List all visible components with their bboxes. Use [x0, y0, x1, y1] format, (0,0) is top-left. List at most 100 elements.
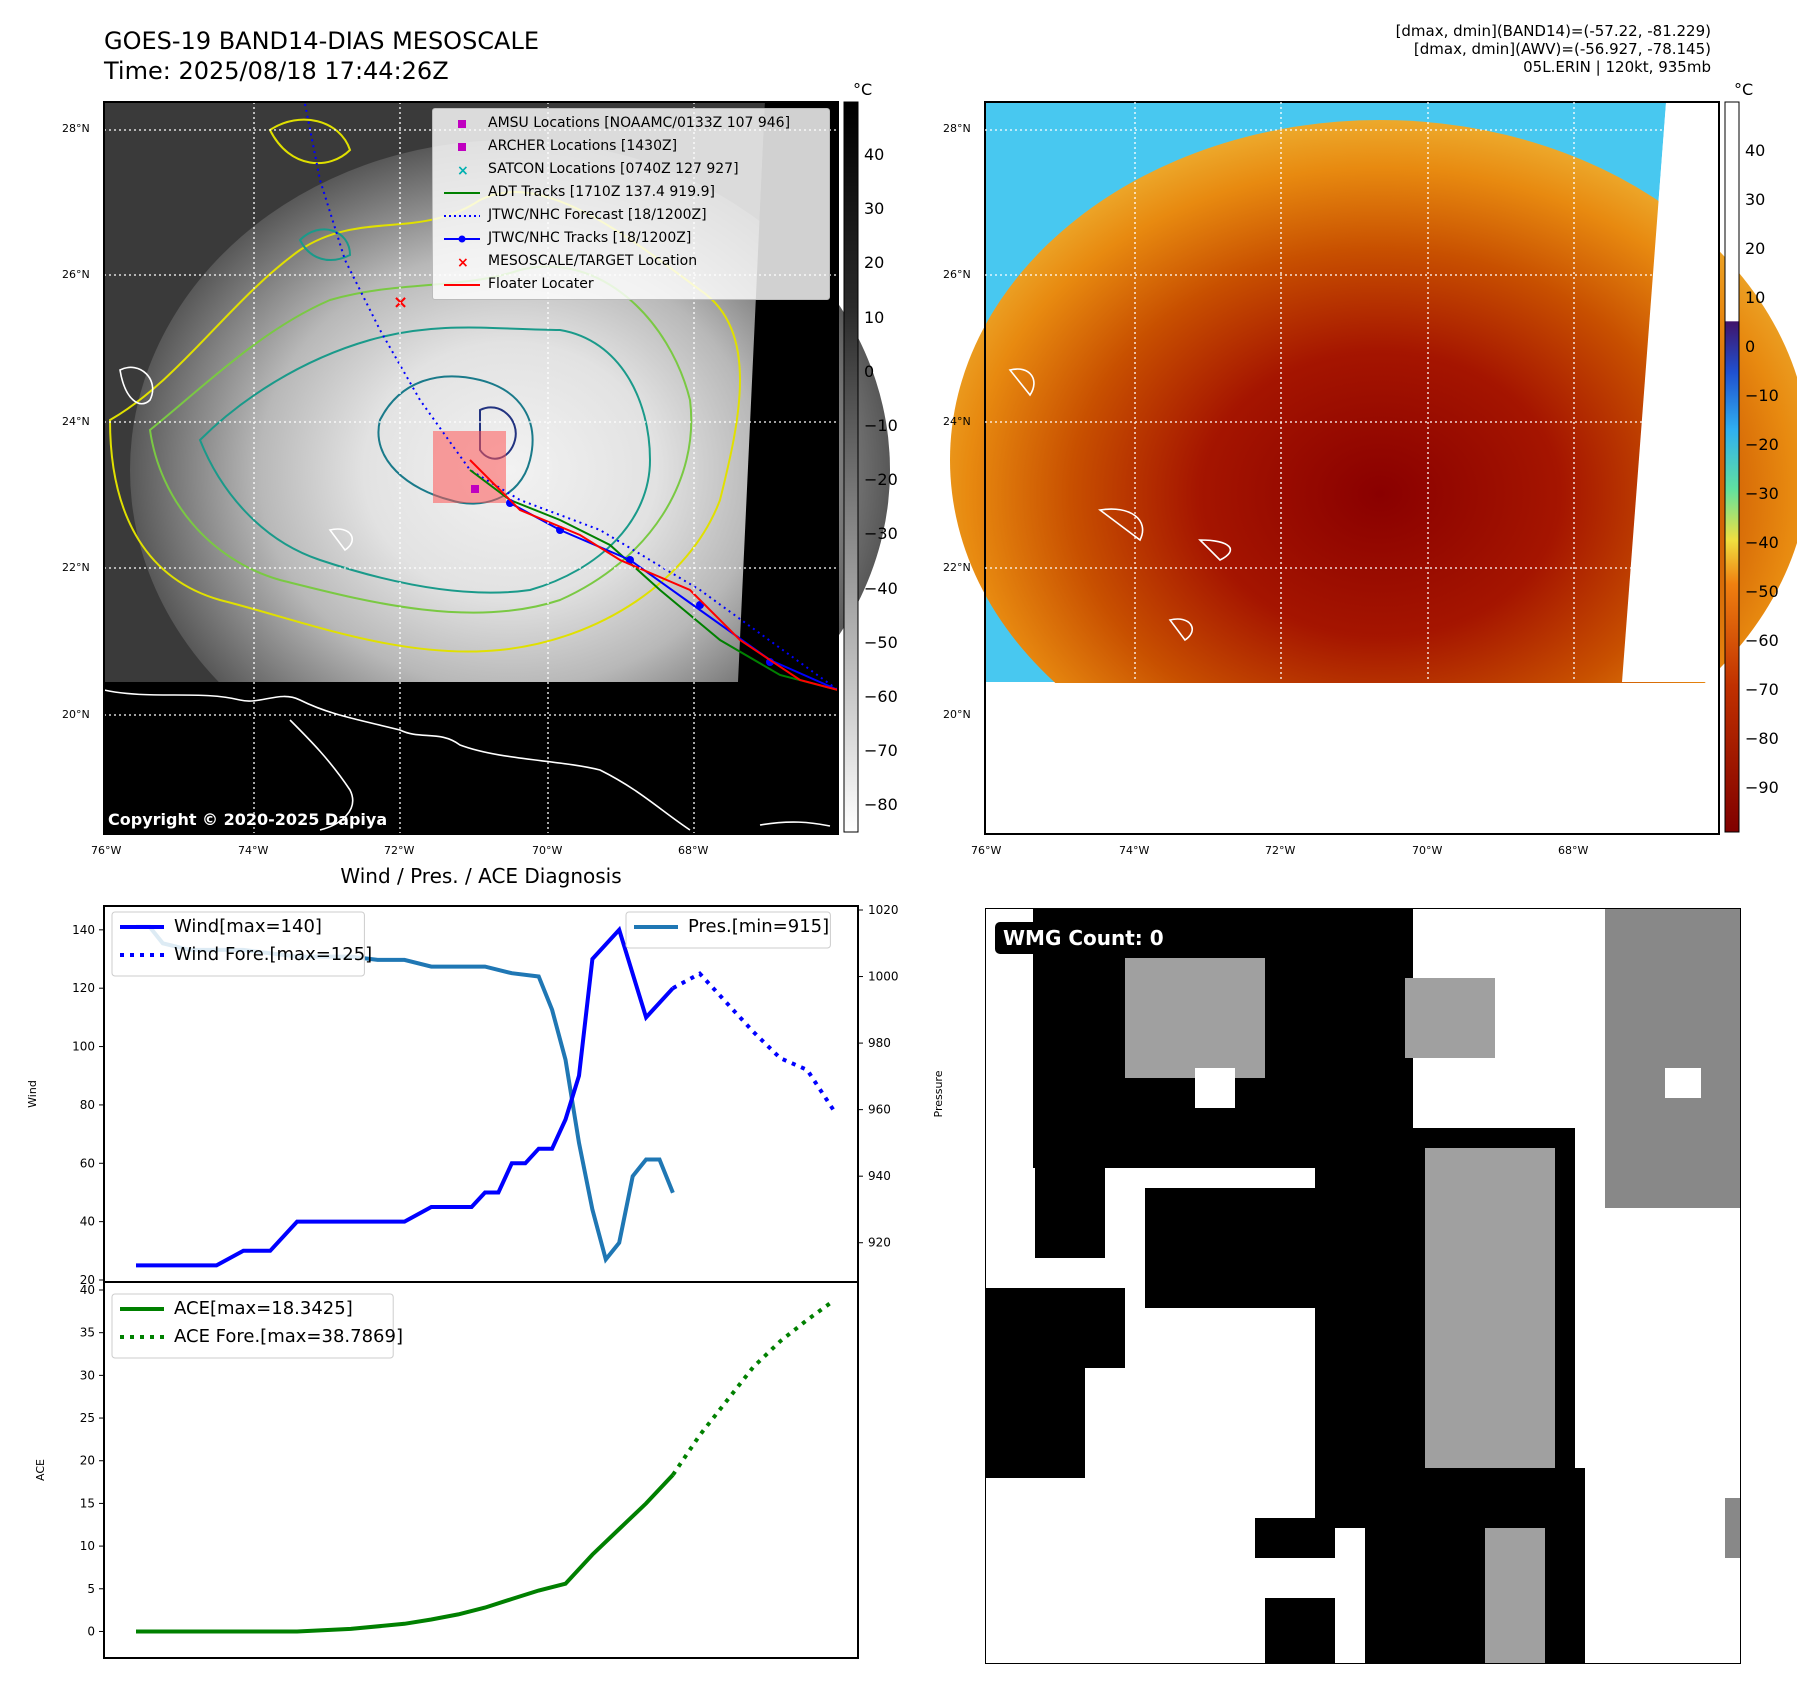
left-lon-label: 70°W	[532, 844, 563, 857]
wind-axis-tick: 40	[80, 1215, 95, 1229]
wmg-cell-block	[1365, 1468, 1585, 1664]
wind-axis-tick: 100	[72, 1040, 95, 1054]
right-lat-label: 26°N	[943, 268, 971, 281]
legend-label: SATCON Locations [0740Z 127 927]	[488, 161, 739, 177]
wmg-cell-block	[1605, 908, 1741, 1208]
wmg-count-label: WMG Count: 0	[995, 922, 1172, 954]
legend-entry: AMSU Locations [NOAAMC/0133Z 107 946]	[442, 112, 790, 135]
wmg-cell-block	[1265, 1598, 1335, 1664]
colorbar-tick-label: −60	[1745, 631, 1779, 650]
ace-axis-tick: 20	[80, 1454, 95, 1468]
pressure-axis-tick: 940	[868, 1169, 891, 1183]
wmg-cell-block	[1665, 1068, 1701, 1098]
right-colorbar	[1724, 101, 1740, 833]
left-lon-label: 76°W	[91, 844, 122, 857]
legend-entries: AMSU Locations [NOAAMC/0133Z 107 946] ARC…	[442, 112, 790, 296]
left-colorbar-unit: °C	[853, 80, 873, 99]
colorbar-tick-label: −80	[864, 795, 898, 815]
right-lat-label: 20°N	[943, 708, 971, 721]
right-map-gridlines	[985, 102, 1719, 682]
pressure-axis-tick: 1020	[868, 903, 899, 917]
svg-text:×: ×	[457, 163, 469, 177]
right-lon-label: 72°W	[1265, 844, 1296, 857]
legend-entry: ARCHER Locations [1430Z]	[442, 135, 790, 158]
ace-axis-tick: 25	[80, 1411, 95, 1425]
ace-axis-tick: 10	[80, 1539, 95, 1553]
colorbar-tick-label: −40	[864, 578, 898, 598]
wind-axis-tick: 80	[80, 1098, 95, 1112]
jtwc-track	[509, 502, 839, 691]
wmg-cell-block	[1125, 958, 1265, 1078]
colorbar-tick-label: 20	[864, 253, 885, 273]
ace-axis-tick: 30	[80, 1368, 95, 1382]
wmg-cell-block	[985, 1288, 1125, 1368]
ace-axis-tick: 0	[87, 1624, 95, 1638]
stats-line-1: [dmax, dmin](BAND14)=(-57.22, -81.229)	[1395, 22, 1711, 40]
left-lat-label: 28°N	[62, 122, 90, 135]
legend-label: AMSU Locations [NOAAMC/0133Z 107 946]	[488, 115, 791, 131]
wmg-cell-block	[1545, 1008, 1585, 1038]
left-lat-label: 22°N	[62, 561, 90, 574]
right-colorbar-unit: °C	[1734, 80, 1754, 99]
coastlines	[103, 366, 831, 831]
ace-axis-tick: 40	[80, 1283, 95, 1297]
pressure-axis-tick: 1000	[868, 970, 899, 984]
ace-line	[136, 1473, 675, 1634]
legend-symbol: ×	[457, 255, 469, 269]
right-lon-label: 74°W	[1119, 844, 1150, 857]
legend-label: ARCHER Locations [1430Z]	[488, 138, 678, 154]
floater-locater-track	[469, 459, 839, 691]
legend-entry: JTWC/NHC Tracks [18/1200Z]	[442, 227, 790, 250]
legend-entry: × SATCON Locations [0740Z 127 927]	[442, 158, 790, 181]
legend-label: Floater Locater	[488, 276, 594, 292]
legend-symbol	[458, 119, 466, 128]
mesoscale-target-box	[433, 431, 506, 503]
legend-label: JTWC/NHC Forecast [18/1200Z]	[488, 207, 707, 223]
title-line-2: Time: 2025/08/18 17:44:26Z	[104, 57, 449, 85]
left-lon-label: 74°W	[238, 844, 269, 857]
wmg-cell-block	[1485, 1528, 1545, 1664]
copyright-text: Copyright © 2020-2025 Dapiya	[108, 810, 388, 829]
wind-axis-tick: 60	[80, 1156, 95, 1170]
chart-legend-label: Wind[max=140]	[174, 916, 322, 937]
colorbar-tick-label: 0	[1745, 337, 1756, 356]
colorbar-tick-label: 30	[864, 199, 885, 219]
ace-axis-label: ACE	[34, 1459, 47, 1481]
ace-axis-tick: 35	[80, 1326, 95, 1340]
legend-entry: JTWC/NHC Forecast [18/1200Z]	[442, 204, 790, 227]
colorbar-tick-label: −40	[1745, 533, 1779, 552]
title-line-1: GOES-19 BAND14-DIAS MESOSCALE	[104, 27, 540, 55]
right-lat-label: 28°N	[943, 122, 971, 135]
colorbar-tick-label: −20	[1745, 435, 1779, 454]
brightness-contours	[108, 118, 741, 653]
wind-axis-tick: 20	[80, 1273, 95, 1287]
wmg-cell-block	[1255, 1518, 1335, 1558]
colorbar-tick-label: −30	[1745, 484, 1779, 503]
wind-axis-tick: 140	[72, 923, 95, 937]
legend-entry: Floater Locater	[442, 273, 790, 296]
wmg-cell-block	[985, 1368, 1085, 1478]
figure-title: GOES-19 BAND14-DIAS MESOSCALE Time: 2025…	[104, 26, 539, 86]
legend-label: ADT Tracks [1710Z 137.4 919.9]	[488, 184, 715, 200]
colorbar-tick-label: −60	[864, 687, 898, 706]
left-lat-label: 26°N	[62, 268, 90, 281]
colorbar-tick-label: −80	[1745, 729, 1779, 748]
pressure-axis-tick: 980	[868, 1036, 891, 1050]
colorbar-tick-label: 40	[864, 145, 885, 164]
colorbar-tick-label: −70	[864, 741, 898, 761]
wmg-cell-block	[1725, 1498, 1741, 1558]
left-lon-label: 72°W	[384, 844, 415, 857]
legend-label: MESOSCALE/TARGET Location	[488, 253, 698, 269]
stats-block: [dmax, dmin](BAND14)=(-57.22, -81.229) […	[1396, 22, 1711, 76]
wind-axis-tick: 120	[72, 981, 95, 995]
colorbar-tick-label: 0	[864, 361, 875, 381]
diagnosis-title: Wind / Pres. / ACE Diagnosis	[340, 864, 622, 888]
wmg-cell-block	[1195, 1068, 1235, 1108]
colorbar-tick-label: −90	[1745, 778, 1779, 797]
left-lat-label: 20°N	[62, 708, 90, 721]
left-lat-label: 24°N	[62, 415, 90, 428]
wind-axis-label: Wind	[26, 1080, 39, 1108]
pressure-axis-tick: 920	[868, 1236, 891, 1250]
colorbar-tick-label: −10	[1745, 386, 1779, 405]
colorbar-tick-label: −20	[864, 470, 898, 490]
